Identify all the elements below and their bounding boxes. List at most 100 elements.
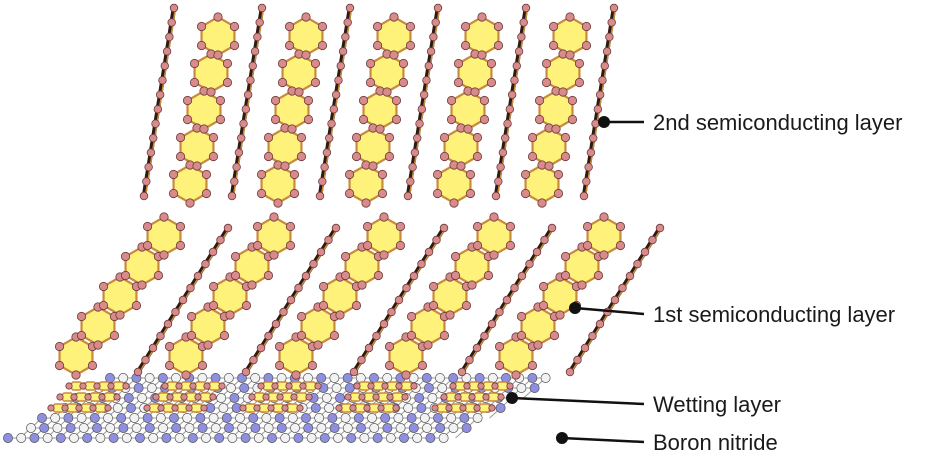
carbon-atom [203,382,211,390]
carbon-atom [257,3,267,13]
nitrogen-atom [427,393,438,403]
carbon-atom [182,114,193,125]
carbon-atom [453,58,464,69]
carbon-atom [506,382,514,390]
nitrogen-atom [216,393,227,403]
carbon-atom [318,281,329,292]
nitrogen-atom [382,373,393,383]
carbon-atom [446,114,457,125]
nitrogen-atom [218,403,229,413]
nitrogen-atom [287,413,298,423]
carbon-atom [482,393,490,401]
boron-atom [157,373,168,383]
carbon-atom [527,151,538,162]
nitrogen-atom [437,383,448,393]
carbon-atom [460,21,471,32]
carbon-atom [487,319,497,329]
carbon-atom [309,259,318,269]
carbon-atom [234,148,244,157]
carbon-atom [574,77,585,88]
carbon-atom [565,50,575,60]
carbon-atom [186,330,197,341]
benzene-ring [369,52,405,94]
nitrogen-atom [276,373,287,383]
carbon-atom [548,40,559,51]
carbon-atom [208,132,219,143]
carbon-atom [551,124,561,134]
carbon-atom [229,40,240,51]
carbon-atom [480,331,489,341]
carbon-atom [197,360,208,371]
carbon-atom [395,240,406,251]
callout-dot [598,116,610,128]
callout-dot [556,432,568,444]
carbon-atom [344,188,355,199]
nitrogen-atom [446,413,457,423]
boron-atom [210,373,221,383]
carbon-atom [544,161,554,171]
carbon-atom [253,404,261,412]
benzene-ring [564,245,600,287]
boron-atom [89,413,100,423]
boron-atom [529,383,540,393]
carbon-atom [496,162,505,172]
carbon-atom [512,61,521,71]
carbon-atom [343,18,352,27]
carbon-atom [589,133,598,143]
carbon-atom [372,40,383,51]
carbon-atom [243,90,253,99]
carbon-atom [457,367,467,377]
carbon-atom [479,95,490,106]
nitrogen-atom [250,373,261,383]
carbon-atom [473,404,481,412]
carbon-atom [519,18,528,27]
boron-atom [224,423,234,433]
boron-atom [303,423,314,433]
carbon-atom [186,283,195,293]
carbon-atom [450,251,461,262]
carbon-atom [349,367,359,377]
nitrogen-atom [261,413,272,423]
carbon-atom [488,404,496,412]
carbon-atom [335,310,345,320]
carbon-atom [256,169,267,180]
carbon-atom [424,247,434,257]
carbon-atom [422,76,431,85]
carbon-atom [98,300,109,311]
second-semiconducting-layer-molecules [139,3,619,208]
carbon-atom [351,300,362,311]
boron-atom [416,403,427,413]
nitrogen-atom [395,423,406,433]
carbon-atom [406,177,415,186]
benzene-ring [344,245,380,287]
carbon-atom [239,404,247,412]
nitrogen-atom [182,413,193,423]
boron-atom [135,433,145,443]
nitrogen-atom [76,413,87,423]
carbon-atom [384,341,395,352]
boron-atom [310,403,321,413]
nitrogen-atom [324,403,334,413]
carbon-atom [296,311,307,322]
carbon-atom [505,221,516,232]
carbon-atom [329,330,340,341]
boron-atom [126,403,136,413]
carbon-atom [248,61,257,71]
carbon-atom [389,50,399,60]
carbon-atom [317,40,328,51]
nitrogen-atom [435,373,445,383]
carbon-atom [227,191,237,201]
benzene-ring [355,126,391,168]
carbon-atom [521,3,531,13]
carbon-atom [115,310,125,320]
carbon-atom [168,188,179,199]
carbon-atom [548,21,559,32]
carbon-atom [291,370,301,380]
carbon-atom [161,382,169,390]
carbon-atom [586,148,596,157]
carbon-atom [446,95,457,106]
pentacene-molecule [274,212,406,380]
carbon-atom [516,330,527,341]
carbon-atom [84,393,92,401]
callout-boron-nitride: Boron nitride [556,430,778,455]
